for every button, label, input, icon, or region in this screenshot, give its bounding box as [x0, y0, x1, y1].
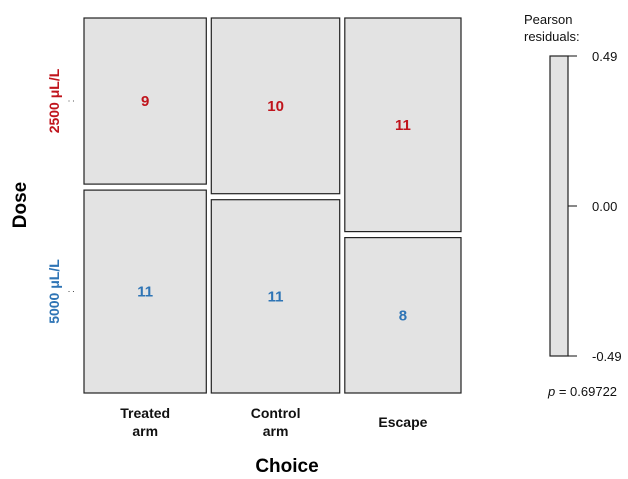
dose-label-dots-1: :: [66, 290, 77, 293]
legend-color-bar: [549, 55, 569, 357]
cell-count-2-0: 11: [395, 117, 411, 134]
p-value: = 0.69722: [555, 384, 617, 399]
mosaic-tile-0-0: [83, 17, 207, 185]
legend-max-label: 0.49: [592, 49, 617, 64]
choice-label-2: Escape: [378, 414, 427, 430]
cell-count-0-0: 9: [141, 93, 149, 110]
cell-count-0-1: 11: [137, 284, 153, 301]
legend-title-line-2: residuals:: [524, 29, 580, 44]
cell-count-1-1: 11: [268, 288, 284, 305]
cell-count-2-1: 8: [399, 307, 407, 324]
legend-mid-label: 0.00: [592, 199, 617, 214]
choice-category-labels: Treated arm Control arm Escape: [120, 405, 427, 439]
dose-label-dots-0: :: [66, 100, 77, 103]
mosaic-tile-2-0: [344, 17, 462, 233]
x-axis-title: Choice: [255, 456, 318, 477]
legend-min-label: -0.49: [592, 349, 622, 364]
cell-counts: 9 11 10 11 11 8: [137, 93, 411, 324]
choice-label-1: Control arm: [251, 405, 301, 439]
dose-label-0: 2500 μL/L: [46, 68, 62, 133]
legend-title-line-1: Pearson: [524, 12, 572, 27]
mosaic-tile-2-1: [344, 237, 462, 394]
dose-label-1: 5000 μL/L: [46, 259, 62, 324]
choice-label-0: Treated arm: [120, 405, 170, 439]
p-value-annotation: p = 0.69722: [547, 384, 617, 399]
mosaic-tile-1-0: [210, 17, 341, 195]
mosaic-tiles: [83, 17, 462, 394]
mosaic-tile-0-1: [83, 189, 207, 394]
y-axis-title: Dose: [10, 182, 31, 228]
mosaic-tile-1-1: [210, 199, 341, 394]
cell-count-1-0: 10: [267, 98, 284, 115]
dose-category-labels: 2500 μL/L: 5000 μL/L:: [46, 68, 77, 324]
residual-legend: Pearson residuals: 0.49 0.00 -0.49 p = 0…: [524, 12, 622, 399]
p-symbol: p: [547, 384, 555, 399]
